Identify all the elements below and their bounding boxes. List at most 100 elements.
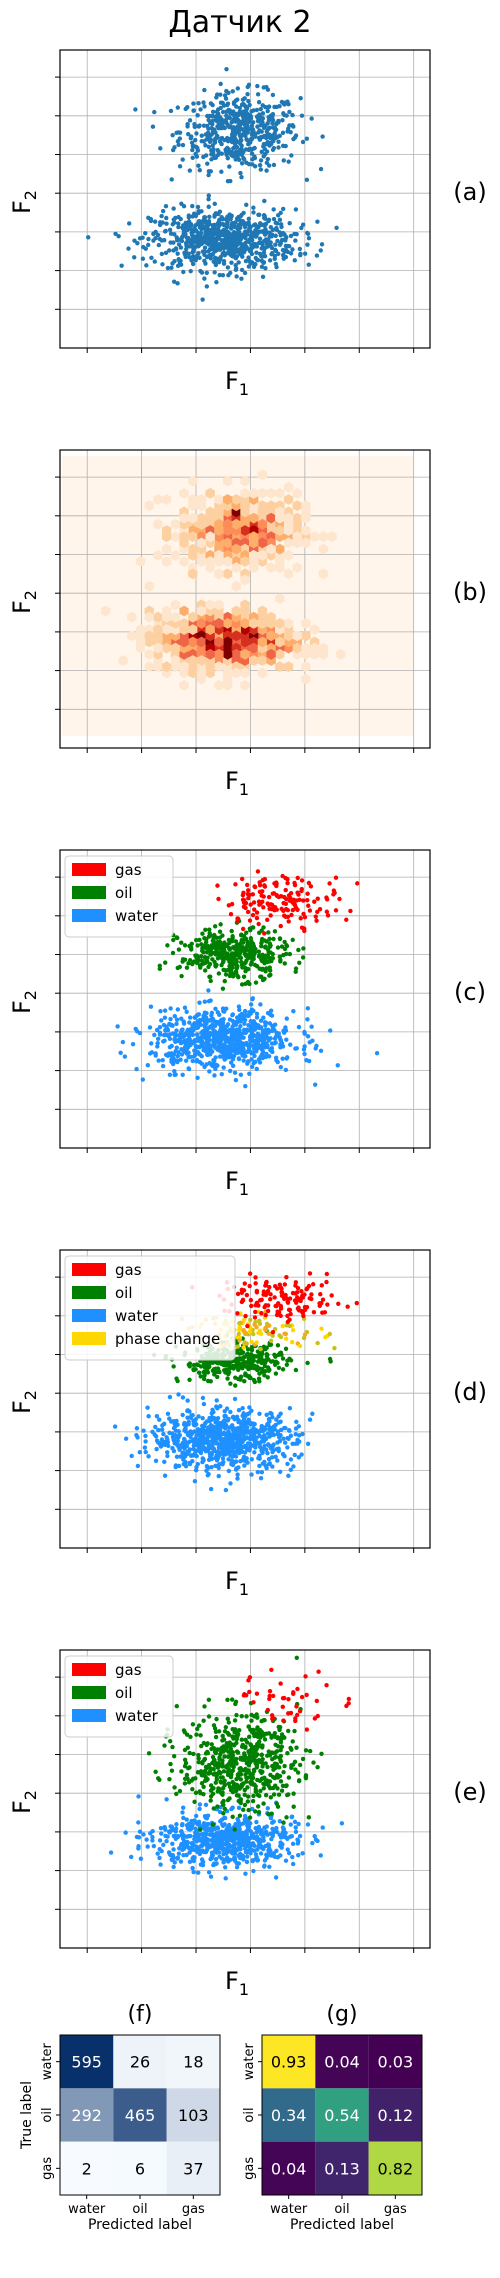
data-point-gas	[263, 1280, 269, 1286]
data-point-water	[182, 1005, 188, 1010]
data-point	[229, 151, 235, 156]
heatmap-cell	[318, 642, 328, 654]
data-point-gas	[285, 914, 291, 920]
heatmap-cell	[205, 506, 215, 518]
data-point-oil	[236, 1367, 241, 1373]
heatmap-cell	[135, 624, 146, 635]
data-point	[246, 147, 252, 153]
data-point-water	[234, 1035, 239, 1040]
data-point-water	[183, 1463, 189, 1469]
data-point-water	[209, 1025, 215, 1031]
data-point-water	[223, 1413, 228, 1419]
data-point-water	[168, 1016, 173, 1022]
data-point-gas	[254, 910, 260, 915]
data-point-water	[174, 1442, 180, 1448]
data-point	[305, 242, 310, 247]
data-point-oil	[296, 947, 301, 953]
data-point-water	[209, 1063, 215, 1068]
data-point	[174, 130, 179, 135]
data-point-water	[259, 1428, 264, 1434]
heatmap-cell	[188, 624, 198, 635]
data-point-water	[309, 1024, 314, 1029]
heatmap-cell	[214, 506, 224, 518]
data-point-gas	[287, 1296, 293, 1301]
heatmap-cell	[318, 568, 328, 580]
data-point-water	[229, 1040, 234, 1045]
data-point-water	[259, 1036, 265, 1042]
data-point	[272, 104, 277, 110]
data-point	[273, 261, 279, 267]
data-point-phase-change	[242, 1340, 247, 1345]
data-point-gas	[336, 1301, 341, 1306]
data-point-oil	[288, 1358, 294, 1363]
data-point	[276, 251, 281, 257]
data-point	[209, 229, 215, 234]
data-point-water	[120, 1039, 126, 1045]
data-point	[255, 118, 261, 124]
data-point-water	[157, 1838, 163, 1843]
data-point	[158, 220, 163, 225]
heatmap-cell	[231, 518, 241, 530]
heatmap-cell	[179, 661, 189, 673]
data-point-gas	[287, 1317, 292, 1322]
data-point	[229, 220, 235, 226]
data-point-phase-change	[332, 1345, 337, 1351]
data-point-water	[262, 1443, 267, 1449]
data-point-water	[170, 1445, 175, 1451]
legend-label: oil	[115, 884, 133, 902]
data-point-water	[236, 1004, 242, 1009]
data-point-water	[248, 1002, 254, 1007]
heatmap-cell	[214, 636, 224, 648]
data-point-gas	[276, 1301, 281, 1306]
data-point-oil	[258, 974, 263, 979]
data-point-water	[219, 1071, 224, 1077]
data-point-gas	[253, 1275, 258, 1280]
heatmap-cell	[240, 599, 250, 611]
data-point	[270, 227, 276, 232]
data-point-oil	[216, 971, 222, 976]
data-point-water	[240, 1853, 245, 1858]
data-point-water	[214, 1453, 219, 1458]
data-point-water	[255, 1829, 260, 1834]
y-axis-label: F2	[8, 190, 40, 214]
data-point-water	[165, 1453, 170, 1459]
data-point-gas	[319, 1283, 324, 1288]
data-point-water	[201, 1458, 206, 1463]
data-point-oil	[243, 965, 248, 971]
plot-frame	[59, 49, 431, 349]
data-point	[225, 178, 231, 184]
plot-frame	[59, 449, 431, 749]
heatmap-cell	[214, 494, 224, 505]
data-point-water	[280, 1451, 286, 1457]
y-axis-label-sub: 2	[21, 190, 40, 200]
data-point-water	[183, 1459, 188, 1465]
data-point	[175, 281, 180, 286]
data-point-water	[245, 1425, 250, 1430]
data-point	[179, 238, 185, 244]
data-point-water	[227, 1438, 232, 1443]
data-point-oil	[233, 970, 239, 975]
data-point-water	[194, 1433, 199, 1438]
heatmap-cell	[162, 531, 172, 543]
data-point-oil	[208, 978, 213, 984]
data-point	[146, 215, 151, 220]
data-point-water	[197, 1044, 202, 1050]
data-point-water	[180, 1027, 185, 1032]
data-point	[281, 158, 286, 163]
heatmap-cell	[283, 630, 294, 642]
data-point	[250, 162, 255, 167]
heatmap-cell	[188, 611, 198, 623]
data-point-water	[267, 1021, 273, 1026]
data-point	[152, 109, 157, 115]
data-point	[219, 169, 224, 174]
data-point-water	[175, 1855, 181, 1860]
data-point-phase-change	[270, 1333, 275, 1338]
data-point-water	[236, 1465, 241, 1470]
data-point-oil	[297, 960, 302, 966]
data-point-oil	[275, 1343, 281, 1348]
data-point-gas	[257, 889, 263, 895]
heatmap-cell	[222, 679, 233, 691]
data-point-gas	[283, 906, 289, 912]
data-point-water	[164, 1797, 169, 1802]
data-point	[199, 224, 204, 230]
